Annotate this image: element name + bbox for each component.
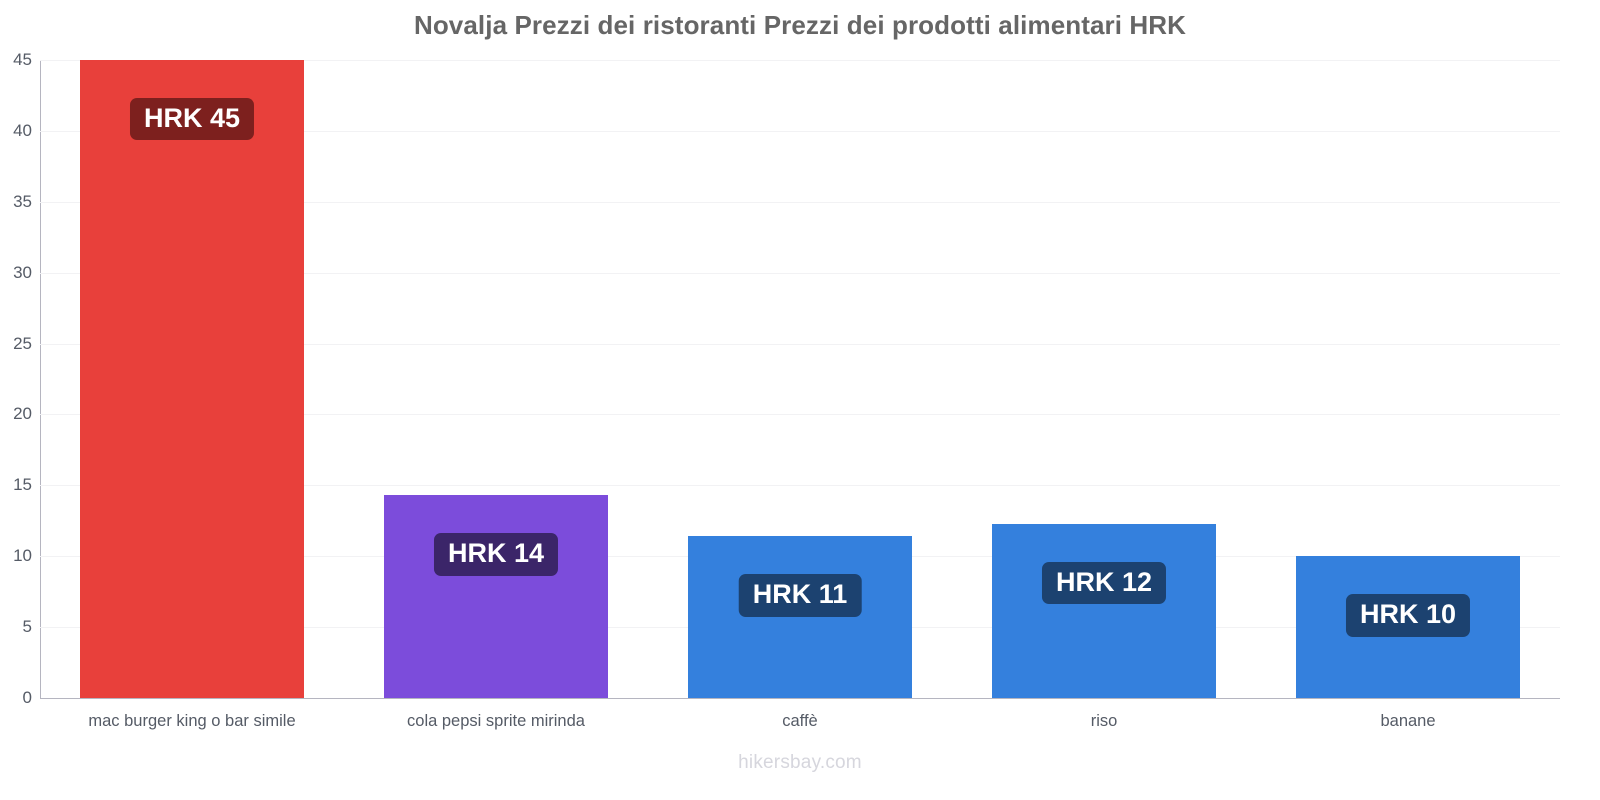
bar[interactable]: HRK 12 bbox=[992, 523, 1216, 698]
gridline bbox=[40, 272, 1560, 274]
bar-value-label: HRK 12 bbox=[1041, 561, 1166, 604]
x-axis-category-label: riso bbox=[1090, 712, 1118, 730]
y-axis-tick-label: 35 bbox=[13, 191, 32, 211]
y-axis-tick-label: 30 bbox=[13, 262, 32, 282]
bar-value-label: HRK 45 bbox=[129, 98, 254, 141]
bar[interactable]: HRK 14 bbox=[384, 495, 608, 698]
y-axis-tick-label: 10 bbox=[13, 546, 32, 566]
y-axis-tick-label: 20 bbox=[13, 404, 32, 424]
x-axis-category-label: cola pepsi sprite mirinda bbox=[407, 712, 585, 730]
bar[interactable]: HRK 11 bbox=[688, 536, 912, 698]
bar-value-label: HRK 10 bbox=[1345, 594, 1470, 637]
bar[interactable]: HRK 10 bbox=[1296, 556, 1520, 698]
bar[interactable]: HRK 45 bbox=[80, 60, 304, 698]
y-axis-tick-label: 0 bbox=[22, 688, 32, 707]
y-axis-line bbox=[40, 60, 41, 699]
x-axis-line bbox=[40, 698, 1560, 699]
gridline bbox=[40, 485, 1560, 487]
footer-credit: hikersbay.com bbox=[738, 752, 862, 773]
y-axis-tick-label: 5 bbox=[22, 617, 32, 637]
gridline bbox=[40, 130, 1560, 132]
gridline bbox=[40, 201, 1560, 203]
plot-area: HRK 45 HRK 14 HRK 11 HRK 12 HRK 10 bbox=[40, 60, 1560, 698]
x-axis-category-label: banane bbox=[1380, 712, 1436, 730]
chart-title: Novalja Prezzi dei ristoranti Prezzi dei… bbox=[413, 10, 1187, 40]
gridline bbox=[40, 414, 1560, 416]
bar-value-label: HRK 11 bbox=[738, 574, 862, 617]
y-axis-tick-label: 25 bbox=[13, 333, 32, 353]
y-axis-tick-label: 45 bbox=[13, 50, 32, 69]
bar-value-label: HRK 14 bbox=[433, 533, 558, 576]
y-axis-tick-label: 40 bbox=[13, 120, 32, 140]
gridline bbox=[40, 343, 1560, 345]
x-axis-category-label: caffè bbox=[782, 712, 818, 730]
gridline bbox=[40, 60, 1560, 61]
y-axis-tick-label: 15 bbox=[13, 475, 32, 495]
x-axis-category-label: mac burger king o bar simile bbox=[88, 712, 296, 730]
